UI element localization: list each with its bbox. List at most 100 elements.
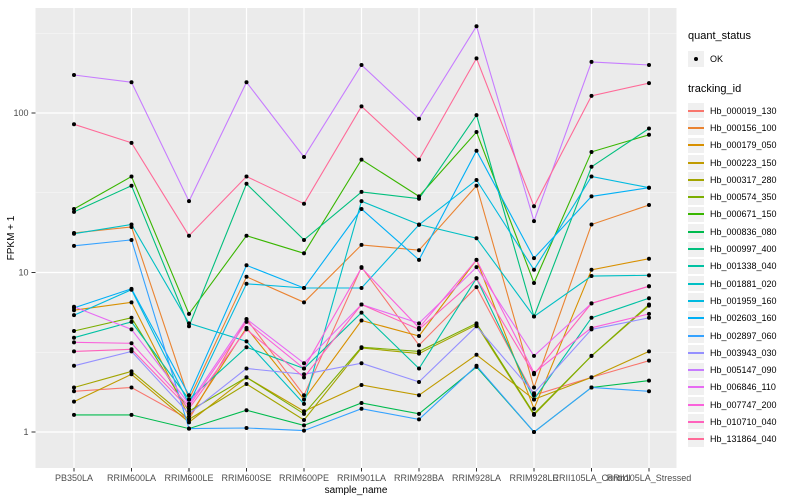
data-point bbox=[532, 219, 536, 224]
legend-item-label: Hb_000019_130 bbox=[710, 105, 777, 116]
legend-item-ok: OK bbox=[688, 49, 800, 69]
data-point bbox=[302, 361, 306, 366]
data-point bbox=[72, 207, 76, 212]
data-point bbox=[532, 406, 536, 411]
data-point bbox=[129, 237, 134, 242]
data-point bbox=[532, 314, 536, 319]
data-point bbox=[647, 185, 651, 190]
data-point bbox=[359, 302, 364, 307]
data-point bbox=[589, 315, 594, 320]
legend-item-Hb_003943_030: Hb_003943_030 bbox=[688, 344, 800, 361]
legend-key-line-icon bbox=[688, 328, 704, 343]
legend-item-label: Hb_007747_200 bbox=[710, 399, 777, 410]
legend-key-line-icon bbox=[688, 189, 704, 205]
data-point bbox=[187, 397, 191, 402]
data-point bbox=[589, 325, 594, 330]
x-tick-label: RRIM600LE bbox=[164, 473, 213, 483]
data-point bbox=[474, 276, 479, 281]
data-point bbox=[72, 363, 76, 368]
data-point bbox=[359, 345, 364, 350]
x-tick-label: RRIM928LA bbox=[452, 473, 501, 483]
y-axis-title: FPKM + 1 bbox=[6, 215, 17, 260]
legend-item-Hb_000317_280: Hb_000317_280 bbox=[688, 171, 800, 188]
data-point bbox=[72, 209, 76, 214]
data-point bbox=[589, 164, 594, 169]
legend-item-Hb_002603_160: Hb_002603_160 bbox=[688, 310, 800, 327]
data-point bbox=[532, 372, 536, 377]
legend-item-label: Hb_006846_110 bbox=[710, 382, 776, 393]
legend: quant_status OK tracking_id Hb_000019_13… bbox=[688, 30, 800, 448]
data-point bbox=[359, 199, 364, 204]
data-point bbox=[359, 406, 364, 411]
legend-key-color bbox=[688, 161, 704, 164]
data-point bbox=[474, 178, 479, 183]
data-point bbox=[72, 313, 76, 318]
data-point bbox=[589, 93, 594, 98]
data-point bbox=[532, 391, 536, 396]
data-point bbox=[359, 265, 364, 270]
data-point bbox=[589, 59, 594, 64]
legend-key-color bbox=[688, 230, 704, 233]
data-point bbox=[72, 304, 76, 309]
data-point bbox=[72, 349, 76, 354]
data-point bbox=[129, 412, 134, 417]
data-point bbox=[647, 132, 651, 137]
tracking-id-legend-list: Hb_000019_130 Hb_000156_100 Hb_000179_050 H… bbox=[688, 102, 800, 448]
data-point bbox=[302, 417, 306, 422]
data-point bbox=[302, 237, 306, 242]
legend-key-line-icon bbox=[688, 103, 704, 119]
data-point bbox=[647, 315, 651, 320]
data-point bbox=[474, 130, 479, 135]
data-point bbox=[302, 300, 306, 305]
legend-key-color bbox=[688, 196, 704, 199]
legend-item-Hb_001338_040: Hb_001338_040 bbox=[688, 258, 800, 275]
data-point bbox=[129, 286, 134, 291]
legend-item-Hb_131864_040: Hb_131864_040 bbox=[688, 431, 800, 448]
legend-title-tracking-id: tracking_id bbox=[688, 83, 742, 95]
data-point bbox=[647, 256, 651, 261]
panel-background bbox=[35, 8, 677, 468]
legend-item-label: Hb_000179_050 bbox=[710, 140, 777, 151]
legend-key-color bbox=[688, 438, 704, 441]
data-point bbox=[129, 140, 134, 145]
data-point bbox=[647, 311, 651, 316]
legend-key-color bbox=[688, 282, 704, 285]
legend-item-label: Hb_002603_160 bbox=[710, 313, 777, 324]
legend-key-color bbox=[688, 248, 704, 251]
data-point bbox=[129, 300, 134, 305]
data-point bbox=[187, 426, 191, 431]
legend-item-Hb_007747_200: Hb_007747_200 bbox=[688, 396, 800, 413]
data-point bbox=[417, 222, 421, 227]
data-point bbox=[647, 302, 651, 307]
data-point bbox=[417, 366, 421, 371]
data-point bbox=[647, 378, 651, 383]
ok-point-icon bbox=[688, 51, 704, 67]
data-point bbox=[359, 383, 364, 388]
x-tick-label: RRIM928LE bbox=[509, 473, 558, 483]
data-point bbox=[187, 420, 191, 425]
data-point bbox=[359, 310, 364, 315]
data-point bbox=[302, 423, 306, 428]
data-point bbox=[589, 267, 594, 272]
y-tick-label: 100 bbox=[13, 108, 28, 118]
data-point bbox=[474, 24, 479, 29]
data-point bbox=[647, 273, 651, 278]
legend-key-color bbox=[688, 334, 704, 337]
data-point bbox=[359, 62, 364, 67]
data-point bbox=[244, 281, 249, 286]
legend-key-color bbox=[688, 144, 704, 147]
data-point bbox=[302, 154, 306, 159]
data-point bbox=[359, 189, 364, 194]
data-point bbox=[302, 411, 306, 416]
x-axis-title: sample_name bbox=[325, 485, 388, 496]
data-point bbox=[589, 301, 594, 306]
legend-item-label: Hb_001959_160 bbox=[710, 295, 777, 306]
legend-item-label: Hb_000317_280 bbox=[710, 174, 777, 185]
legend-item-Hb_000997_400: Hb_000997_400 bbox=[688, 240, 800, 257]
legend-key-line-icon bbox=[688, 137, 704, 153]
legend-item-label: Hb_000671_150 bbox=[710, 209, 777, 220]
legend-key-line-icon bbox=[688, 414, 704, 430]
data-point bbox=[417, 333, 421, 338]
data-point bbox=[359, 361, 364, 366]
